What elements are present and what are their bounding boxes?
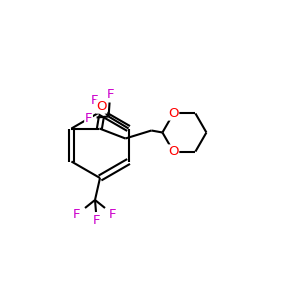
Text: O: O xyxy=(96,100,107,113)
Text: F: F xyxy=(107,88,114,101)
Text: F: F xyxy=(91,94,98,107)
Text: F: F xyxy=(109,208,117,220)
Text: F: F xyxy=(93,214,101,226)
Text: F: F xyxy=(85,112,92,125)
Text: F: F xyxy=(73,208,81,220)
Text: O: O xyxy=(168,107,179,120)
Text: O: O xyxy=(168,145,179,158)
